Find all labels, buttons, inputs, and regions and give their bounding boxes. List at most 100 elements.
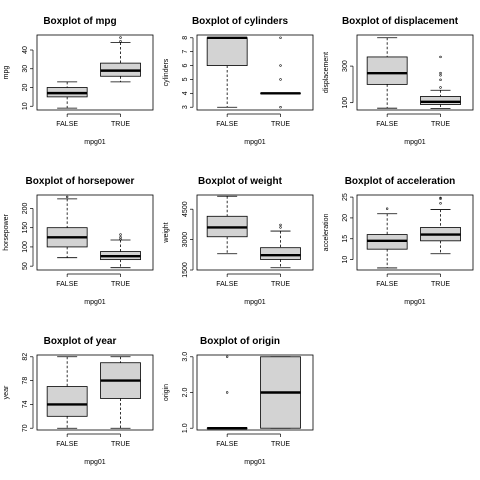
boxplot-svg: Boxplot of mpg 10 20 30 40 FALSE TRUE mpg01 mpg (3, 16, 154, 146)
iqr-box (420, 96, 461, 105)
y-tick-label: 3000 (182, 232, 189, 248)
x-tick-label: TRUE (111, 281, 130, 288)
plot-frame (36, 194, 154, 271)
x-tick-label: FALSE (376, 121, 398, 128)
x-axis-label: mpg01 (84, 299, 106, 306)
y-axis-label: cylinders (163, 58, 170, 86)
y-axis-label: year (3, 385, 10, 399)
outlier-point (119, 233, 122, 236)
chart-title: Boxplot of acceleration (345, 176, 456, 187)
box-true (260, 223, 301, 269)
y-tick-label: 5 (182, 77, 189, 81)
chart-panel-weight: Boxplot of weight 1500 3000 4500 FALSE TRUE mp… (160, 160, 320, 320)
y-tick-label: 100 (22, 241, 29, 253)
x-axis-label: mpg01 (244, 459, 266, 466)
outlier-point (279, 78, 282, 81)
plot-frame (356, 194, 474, 271)
outlier-point (119, 238, 122, 241)
outlier-point (279, 106, 282, 109)
boxplot-svg: Boxplot of year 70 74 78 82 FALSE TRUE mpg01 yea… (3, 336, 154, 466)
box-false (366, 207, 408, 269)
x-tick-label: FALSE (56, 121, 78, 128)
y-axis-label: mpg (3, 66, 10, 80)
outlier-point (279, 226, 282, 229)
x-axis-label: mpg01 (404, 299, 426, 306)
y-axis-label: acceleration (323, 214, 330, 252)
y-tick-label: 78 (22, 377, 29, 385)
outlier-point (439, 197, 442, 200)
y-tick-label: 300 (342, 60, 349, 72)
x-axis-label: mpg01 (404, 139, 426, 146)
iqr-box (206, 37, 248, 66)
boxplot-svg: Boxplot of cylinders 3 4 5 6 7 8 FALSE TRUE mpg01… (163, 16, 314, 146)
boxplot-svg: Boxplot of horsepower 50 100 150 200 FALSE TRU… (3, 176, 154, 306)
y-tick-label: 4500 (182, 201, 189, 217)
y-tick-label: 1.0 (182, 423, 189, 433)
box-true (420, 196, 461, 255)
x-axis-label: mpg01 (244, 299, 266, 306)
box-false (366, 37, 408, 109)
chart-title: Boxplot of horsepower (26, 176, 135, 187)
chart-title: Boxplot of cylinders (192, 16, 289, 27)
y-tick-label: 1500 (182, 262, 189, 278)
outlier-point (385, 207, 389, 210)
box-false (46, 81, 88, 109)
y-axis-label: displacement (323, 52, 330, 93)
y-tick-label: 40 (22, 46, 29, 54)
outlier-point (119, 36, 122, 39)
x-tick-label: FALSE (56, 281, 78, 288)
chart-panel-mpg: Boxplot of mpg 10 20 30 40 FALSE TRUE mpg01 mpg (0, 0, 160, 160)
x-tick-label: TRUE (431, 121, 450, 128)
x-tick-label: TRUE (111, 441, 130, 448)
x-axis-label: mpg01 (84, 139, 106, 146)
outlier-point (439, 86, 442, 89)
y-tick-label: 20 (22, 84, 29, 92)
y-tick-label: 150 (22, 222, 29, 234)
chart-panel-horsepower: Boxplot of horsepower 50 100 150 200 FALSE TRU… (0, 160, 160, 320)
x-tick-label: TRUE (431, 281, 450, 288)
outlier-point (65, 195, 69, 199)
plot-frame (356, 34, 474, 111)
y-tick-label: 3 (182, 105, 189, 109)
box-false (206, 355, 248, 430)
outlier-point (439, 78, 442, 82)
x-tick-label: FALSE (376, 281, 398, 288)
y-tick-label: 8 (182, 36, 189, 40)
boxplot-svg: Boxplot of acceleration 10 15 20 25 FALSE TRUE… (323, 176, 474, 306)
x-tick-label: FALSE (216, 121, 238, 128)
x-tick-label: FALSE (216, 441, 238, 448)
y-tick-label: 100 (342, 97, 349, 109)
chart-panel-displacement: Boxplot of displacement 100 300 FALSE TRUE mp… (320, 0, 480, 160)
outlier-point (279, 36, 282, 39)
box-false (46, 195, 88, 259)
box-true (420, 55, 461, 109)
y-axis-label: horsepower (3, 214, 10, 251)
box-false (206, 36, 248, 108)
y-tick-label: 4 (182, 91, 189, 95)
box-true (100, 356, 141, 429)
chart-panel-origin: Boxplot of origin 1.0 2.0 3.0 FALSE TRUE mpg01… (160, 320, 320, 480)
y-tick-label: 25 (342, 193, 349, 201)
iqr-box (366, 56, 408, 85)
outlier-point (279, 223, 282, 227)
y-tick-label: 15 (342, 235, 349, 243)
y-tick-label: 82 (22, 353, 29, 361)
y-tick-label: 50 (22, 262, 29, 270)
x-axis-label: mpg01 (244, 139, 266, 146)
outlier-point (119, 236, 122, 239)
outlier-point (439, 196, 442, 200)
chart-title: Boxplot of year (44, 336, 117, 347)
x-tick-label: TRUE (271, 121, 290, 128)
iqr-box (260, 247, 301, 260)
y-tick-label: 30 (22, 65, 29, 73)
chart-panel-year: Boxplot of year 70 74 78 82 FALSE TRUE mpg01 yea… (0, 320, 160, 480)
chart-panel-acceleration: Boxplot of acceleration 10 15 20 25 FALSE TRUE… (320, 160, 480, 320)
box-true (260, 356, 301, 429)
outlier-point (119, 40, 122, 43)
chart-panel-cylinders: Boxplot of cylinders 3 4 5 6 7 8 FALSE TRUE mpg01… (160, 0, 320, 160)
x-tick-label: TRUE (111, 121, 130, 128)
outlier-point (225, 355, 229, 358)
box-true (100, 36, 141, 83)
y-tick-label: 10 (22, 102, 29, 110)
chart-title: Boxplot of displacement (342, 16, 459, 27)
